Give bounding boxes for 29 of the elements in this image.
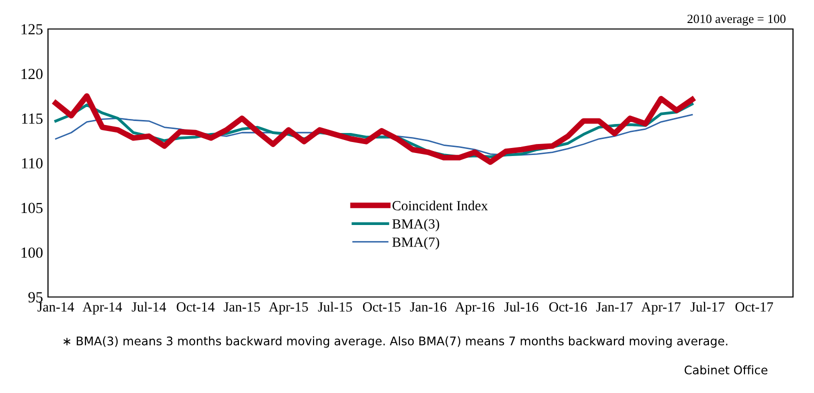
x-tick-label: Apr-16 bbox=[455, 302, 494, 314]
text: ∗ BMA(3) means 3 months backward moving average. Also BMA(7) means 7 months backward moving average. bbox=[64, 336, 728, 348]
y-tick-label: 110 bbox=[22, 158, 43, 168]
text: Cabinet Office bbox=[684, 365, 768, 374]
x-tick-label: Oct-15 bbox=[362, 302, 400, 312]
x-tick-label: Oct-16 bbox=[549, 302, 587, 312]
y-tick-label: 120 bbox=[22, 68, 43, 80]
legend-label: BMA(3) bbox=[392, 218, 440, 232]
x-tick-label: Oct-17 bbox=[735, 302, 774, 312]
x-tick-label: Jul-14 bbox=[132, 302, 166, 312]
x-tick-label: Jul-17 bbox=[690, 302, 725, 312]
x-tick-label: Oct-14 bbox=[176, 302, 215, 312]
legend-label: BMA(7) bbox=[392, 237, 440, 250]
text: 2010 average = 100 bbox=[688, 14, 786, 26]
x-tick-label: Apr-17 bbox=[641, 302, 681, 314]
y-tick-label: 115 bbox=[22, 114, 43, 124]
x-tick-label: Jan-17 bbox=[596, 302, 633, 312]
x-tick-label: Apr-15 bbox=[268, 302, 308, 314]
x-tick-label: Jan-15 bbox=[224, 302, 260, 312]
x-tick-label: Jul-16 bbox=[504, 302, 538, 312]
legend-label: Coincident Index bbox=[392, 200, 488, 210]
x-tick-label: Apr-14 bbox=[82, 302, 122, 314]
y-tick-label: 105 bbox=[22, 202, 43, 214]
y-tick-label: 125 bbox=[22, 24, 43, 34]
x-tick-label: Jan-14 bbox=[38, 302, 74, 312]
y-tick-label: 100 bbox=[22, 247, 43, 258]
x-tick-label: Jan-16 bbox=[410, 302, 446, 312]
y-tick-label: 95 bbox=[28, 292, 43, 302]
x-tick-label: Jul-15 bbox=[318, 302, 352, 312]
